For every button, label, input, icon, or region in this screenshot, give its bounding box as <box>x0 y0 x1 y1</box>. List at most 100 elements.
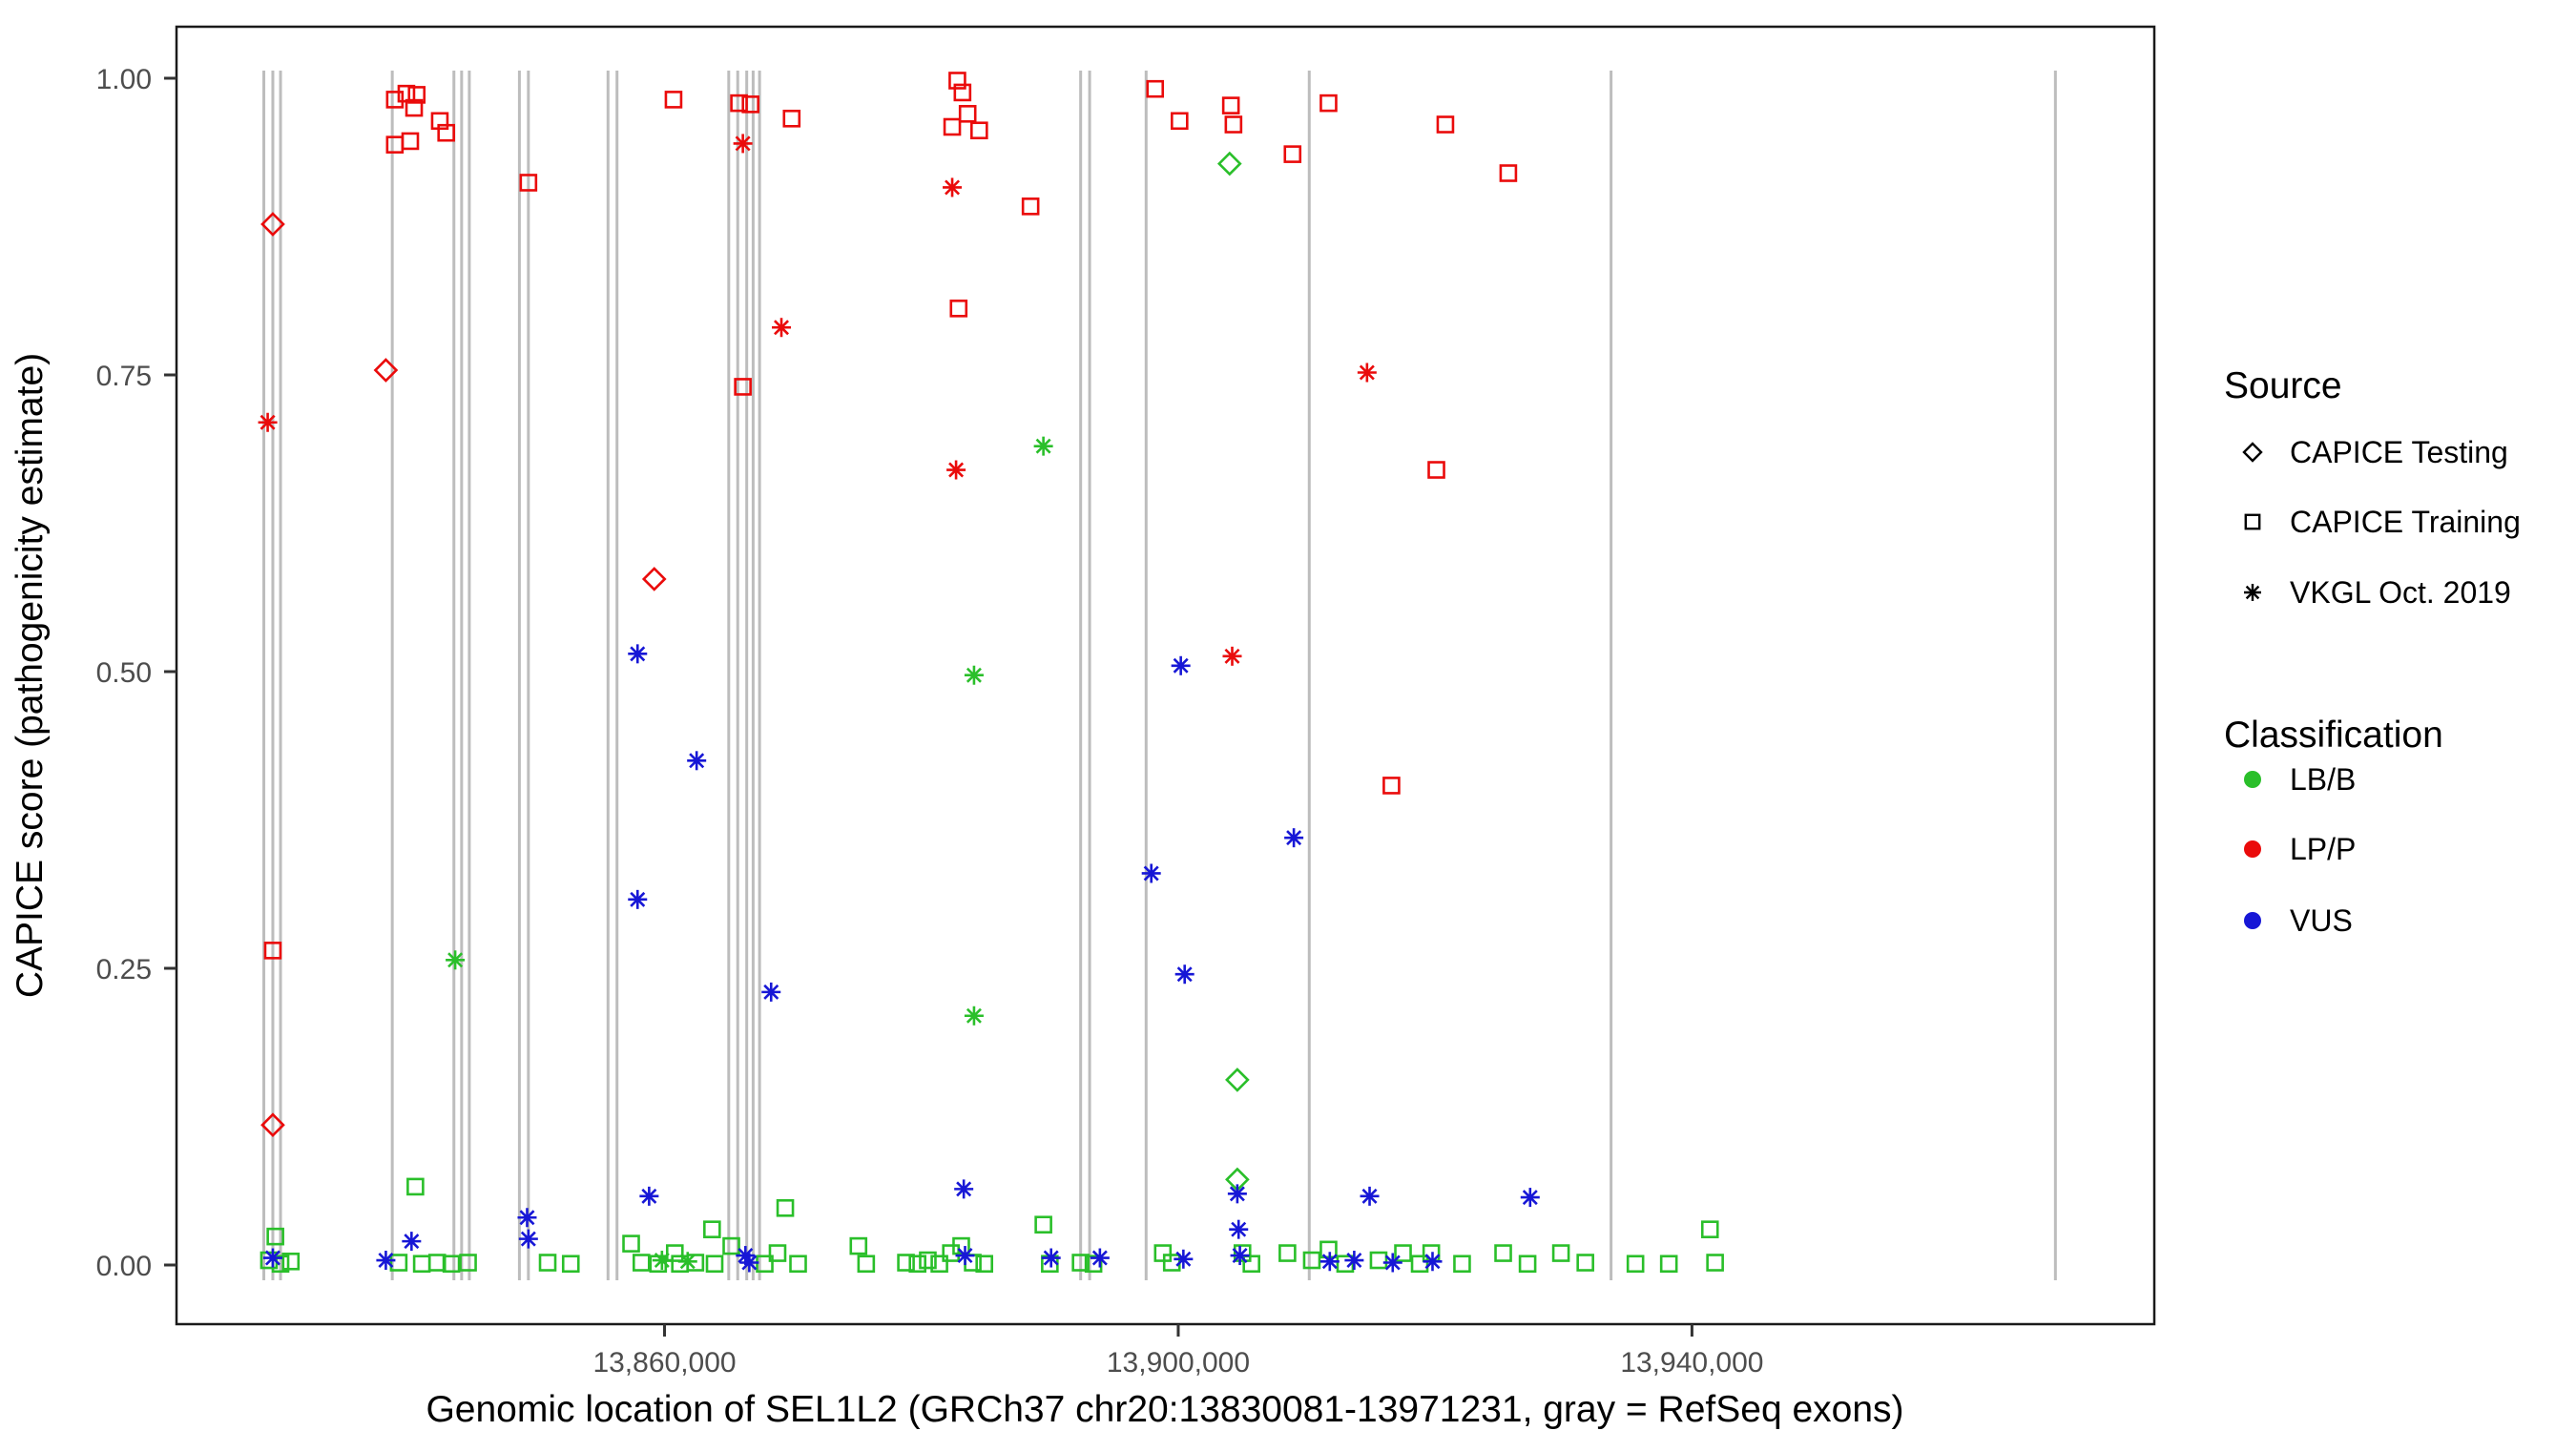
x-tick-label: 13,860,000 <box>592 1347 736 1379</box>
square-mark <box>1283 145 1302 163</box>
asterisk-mark <box>630 646 646 662</box>
y-axis-title: CAPICE score (pathogenicity estimate) <box>10 353 51 998</box>
axis-ticks-layer: 0.00 0.25 0.50 0.75 1.00 13,860,000 13,900,000… <box>96 64 1764 1379</box>
square-mark <box>1278 1244 1297 1262</box>
square-mark <box>958 105 977 123</box>
square-mark <box>1453 1255 1471 1274</box>
square-mark <box>1224 115 1243 134</box>
x-tick-label: 13,940,000 <box>1620 1347 1763 1379</box>
asterisk-mark <box>1091 1250 1108 1266</box>
square-mark <box>768 1244 787 1262</box>
square-mark <box>1071 1254 1090 1272</box>
square-mark <box>930 1255 948 1274</box>
y-tick-label: 1.00 <box>96 64 152 95</box>
square-mark <box>263 942 282 960</box>
square-mark <box>385 91 405 109</box>
asterisk-mark <box>264 1250 280 1266</box>
legend: Source CAPICE Testing CAPICE Training VK… <box>2224 365 2521 938</box>
square-mark <box>1576 1254 1594 1272</box>
panel-border <box>175 25 2156 1326</box>
square-mark <box>1242 1255 1260 1274</box>
asterisk-mark <box>260 414 276 430</box>
square-mark <box>1706 1254 1724 1272</box>
square-mark <box>857 1255 876 1274</box>
asterisk-mark <box>966 1007 982 1024</box>
asterisk-mark <box>1231 1221 1247 1237</box>
series-square-LP-P <box>263 72 1518 960</box>
square-mark <box>949 300 968 318</box>
y-tick-label: 0.50 <box>96 657 152 689</box>
asterisk-mark <box>737 1248 754 1264</box>
square-mark <box>1021 197 1040 216</box>
square-mark <box>1382 777 1401 795</box>
square-mark <box>266 1227 284 1246</box>
asterisk-mark <box>741 1255 758 1271</box>
square-mark <box>2244 513 2261 530</box>
square-mark <box>389 1254 408 1272</box>
legend-source-title: Source <box>2224 365 2342 406</box>
square-mark <box>405 98 424 117</box>
legend-classification-title: Classification <box>2224 715 2443 756</box>
square-mark <box>1518 1255 1537 1274</box>
square-mark <box>1551 1244 1570 1262</box>
asterisk-mark <box>1286 830 1302 846</box>
asterisk-mark <box>1424 1254 1441 1270</box>
asterisk-mark <box>956 1181 972 1197</box>
square-mark <box>401 132 420 151</box>
circle-mark <box>2244 840 2261 858</box>
square-mark <box>975 1255 993 1274</box>
legend-item-label-capice-testing: CAPICE Testing <box>2290 435 2508 469</box>
diamond-mark <box>373 358 399 383</box>
square-mark <box>1162 1254 1181 1272</box>
diamond-mark <box>260 212 285 237</box>
x-tick-label: 13,900,000 <box>1107 1347 1250 1379</box>
legend-item-label-capice-training: CAPICE Training <box>2290 505 2521 539</box>
asterisk-mark <box>1232 1248 1248 1264</box>
square-mark <box>1369 1251 1388 1270</box>
asterisk-mark <box>957 1248 973 1264</box>
legend-item-label-vkgl: VKGL Oct. 2019 <box>2290 575 2511 610</box>
asterisk-mark <box>520 1231 536 1247</box>
square-mark <box>1171 112 1189 131</box>
square-mark <box>1427 461 1445 479</box>
asterisk-mark <box>735 135 751 152</box>
legend-item-label-lpp: LP/P <box>2290 832 2356 866</box>
x-axis-title: Genomic location of SEL1L2 (GRCh37 chr20… <box>426 1389 1903 1430</box>
square-mark <box>437 123 455 142</box>
square-mark <box>1146 79 1165 98</box>
square-mark <box>632 1254 651 1272</box>
asterisk-mark <box>1176 966 1193 983</box>
circle-mark <box>2244 912 2261 929</box>
y-tick-label: 0.25 <box>96 954 152 985</box>
square-mark <box>1302 1251 1321 1270</box>
asterisk-mark <box>689 753 705 769</box>
square-mark <box>730 93 748 113</box>
asterisk-mark <box>1346 1253 1362 1269</box>
asterisk-mark <box>641 1188 657 1204</box>
square-mark <box>943 117 962 136</box>
asterisk-mark <box>378 1253 394 1269</box>
square-mark <box>1153 1244 1173 1262</box>
square-mark <box>948 72 966 90</box>
asterisk-mark <box>2245 585 2260 600</box>
asterisk-mark <box>966 667 982 683</box>
square-mark <box>953 83 972 102</box>
square-mark <box>1436 115 1455 134</box>
asterisk-mark <box>763 984 779 1000</box>
square-mark <box>1221 96 1240 114</box>
square-mark <box>1700 1220 1719 1238</box>
square-mark <box>407 86 426 104</box>
square-mark <box>776 1198 795 1217</box>
asterisk-mark <box>1321 1254 1338 1270</box>
square-mark <box>1410 1255 1429 1274</box>
asterisk-mark <box>1224 648 1240 664</box>
circle-mark <box>2244 771 2261 788</box>
square-mark <box>782 109 801 128</box>
diamond-mark <box>260 1112 285 1138</box>
asterisk-mark <box>1522 1190 1538 1206</box>
series-asterisk-LP-P <box>258 134 1377 666</box>
square-mark <box>1319 93 1338 113</box>
square-mark <box>1659 1255 1678 1274</box>
asterisk-mark <box>1043 1250 1059 1266</box>
